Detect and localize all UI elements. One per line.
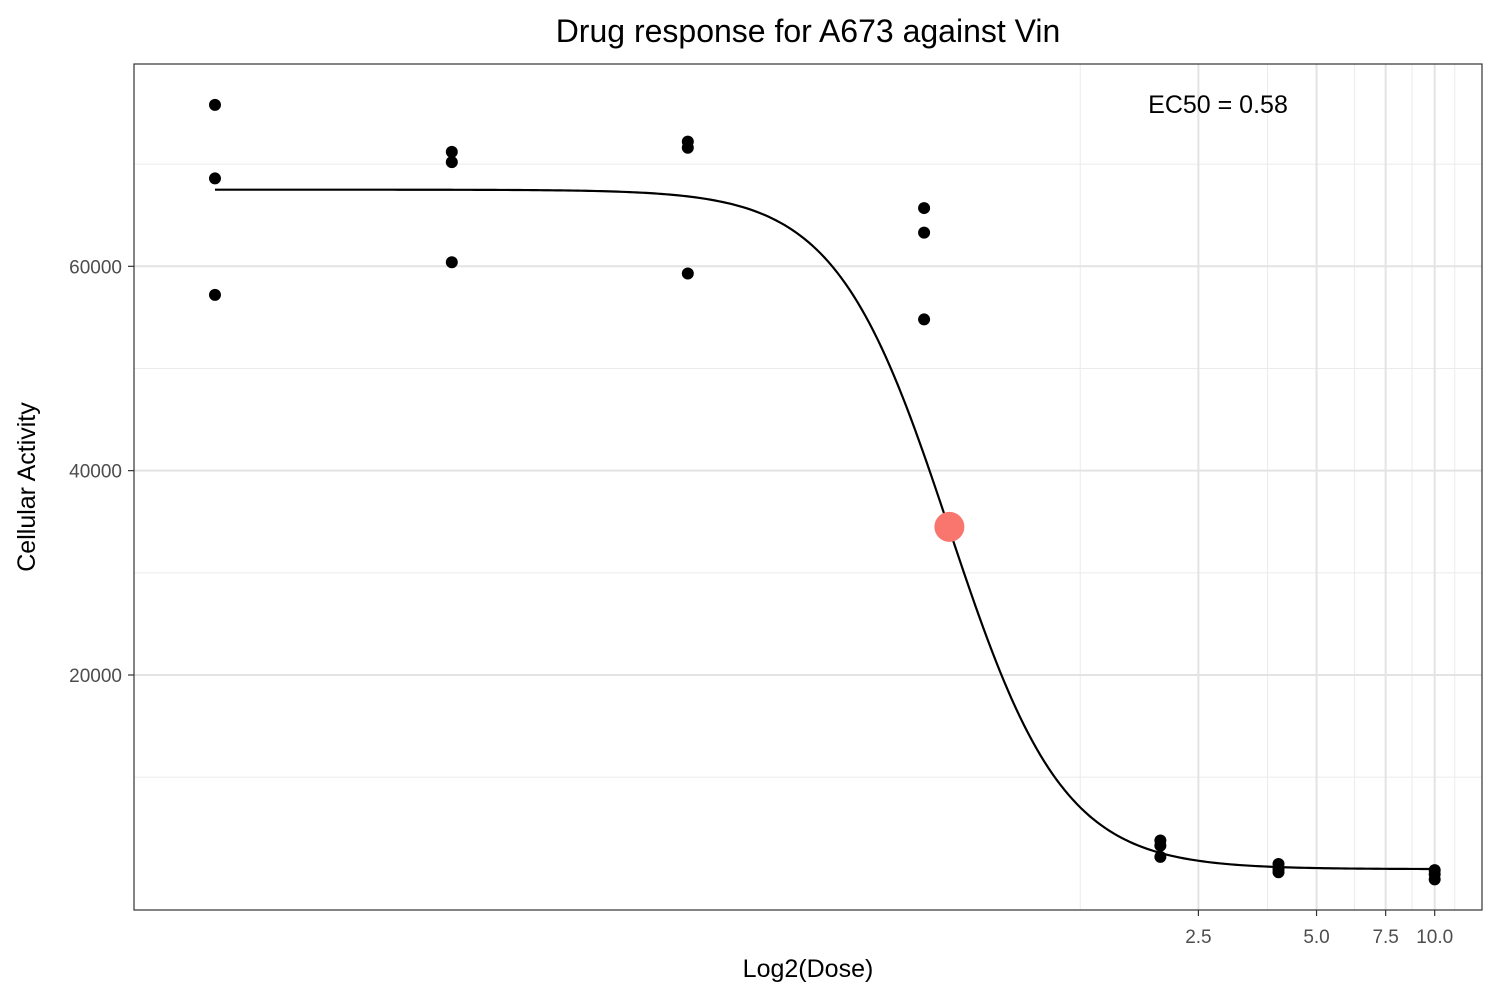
y-axis-ticks: 20000 40000 60000 [69, 257, 134, 687]
data-point [918, 313, 931, 326]
data-point [918, 226, 931, 239]
data-point [208, 288, 221, 301]
ec50-annotation: EC50 = 0.58 [1148, 91, 1288, 119]
data-point [1272, 866, 1285, 879]
x-axis-title: Log2(Dose) [743, 955, 874, 983]
data-point [445, 256, 458, 269]
grid [134, 64, 1482, 910]
data-point [445, 145, 458, 158]
panel-border [133, 63, 1483, 911]
fit-curve [214, 188, 1435, 871]
data-point [918, 202, 931, 215]
y-tick-label: 20000 [69, 666, 122, 687]
data-points-layer [208, 98, 1441, 886]
data-point [1154, 850, 1167, 863]
x-tick-label: 5.0 [1303, 927, 1329, 948]
data-point [208, 172, 221, 185]
chart-title: Drug response for A673 against Vin [556, 13, 1061, 49]
ec50-marker-layer [934, 511, 965, 542]
x-axis-ticks: 2.5 5.0 7.5 10.0 [1185, 910, 1453, 948]
data-point [681, 267, 694, 280]
ec50-marker [934, 511, 965, 542]
y-axis-title: Cellular Activity [13, 402, 41, 572]
data-point [445, 156, 458, 169]
data-point [681, 141, 694, 154]
fit-curve-layer [214, 188, 1435, 871]
data-point [1428, 873, 1441, 886]
x-tick-label: 7.5 [1372, 927, 1398, 948]
data-point [1154, 839, 1167, 852]
y-tick-label: 40000 [69, 462, 122, 483]
y-tick-label: 60000 [69, 257, 122, 278]
x-tick-label: 10.0 [1416, 927, 1453, 948]
x-tick-label: 2.5 [1185, 927, 1211, 948]
data-point [208, 98, 221, 111]
